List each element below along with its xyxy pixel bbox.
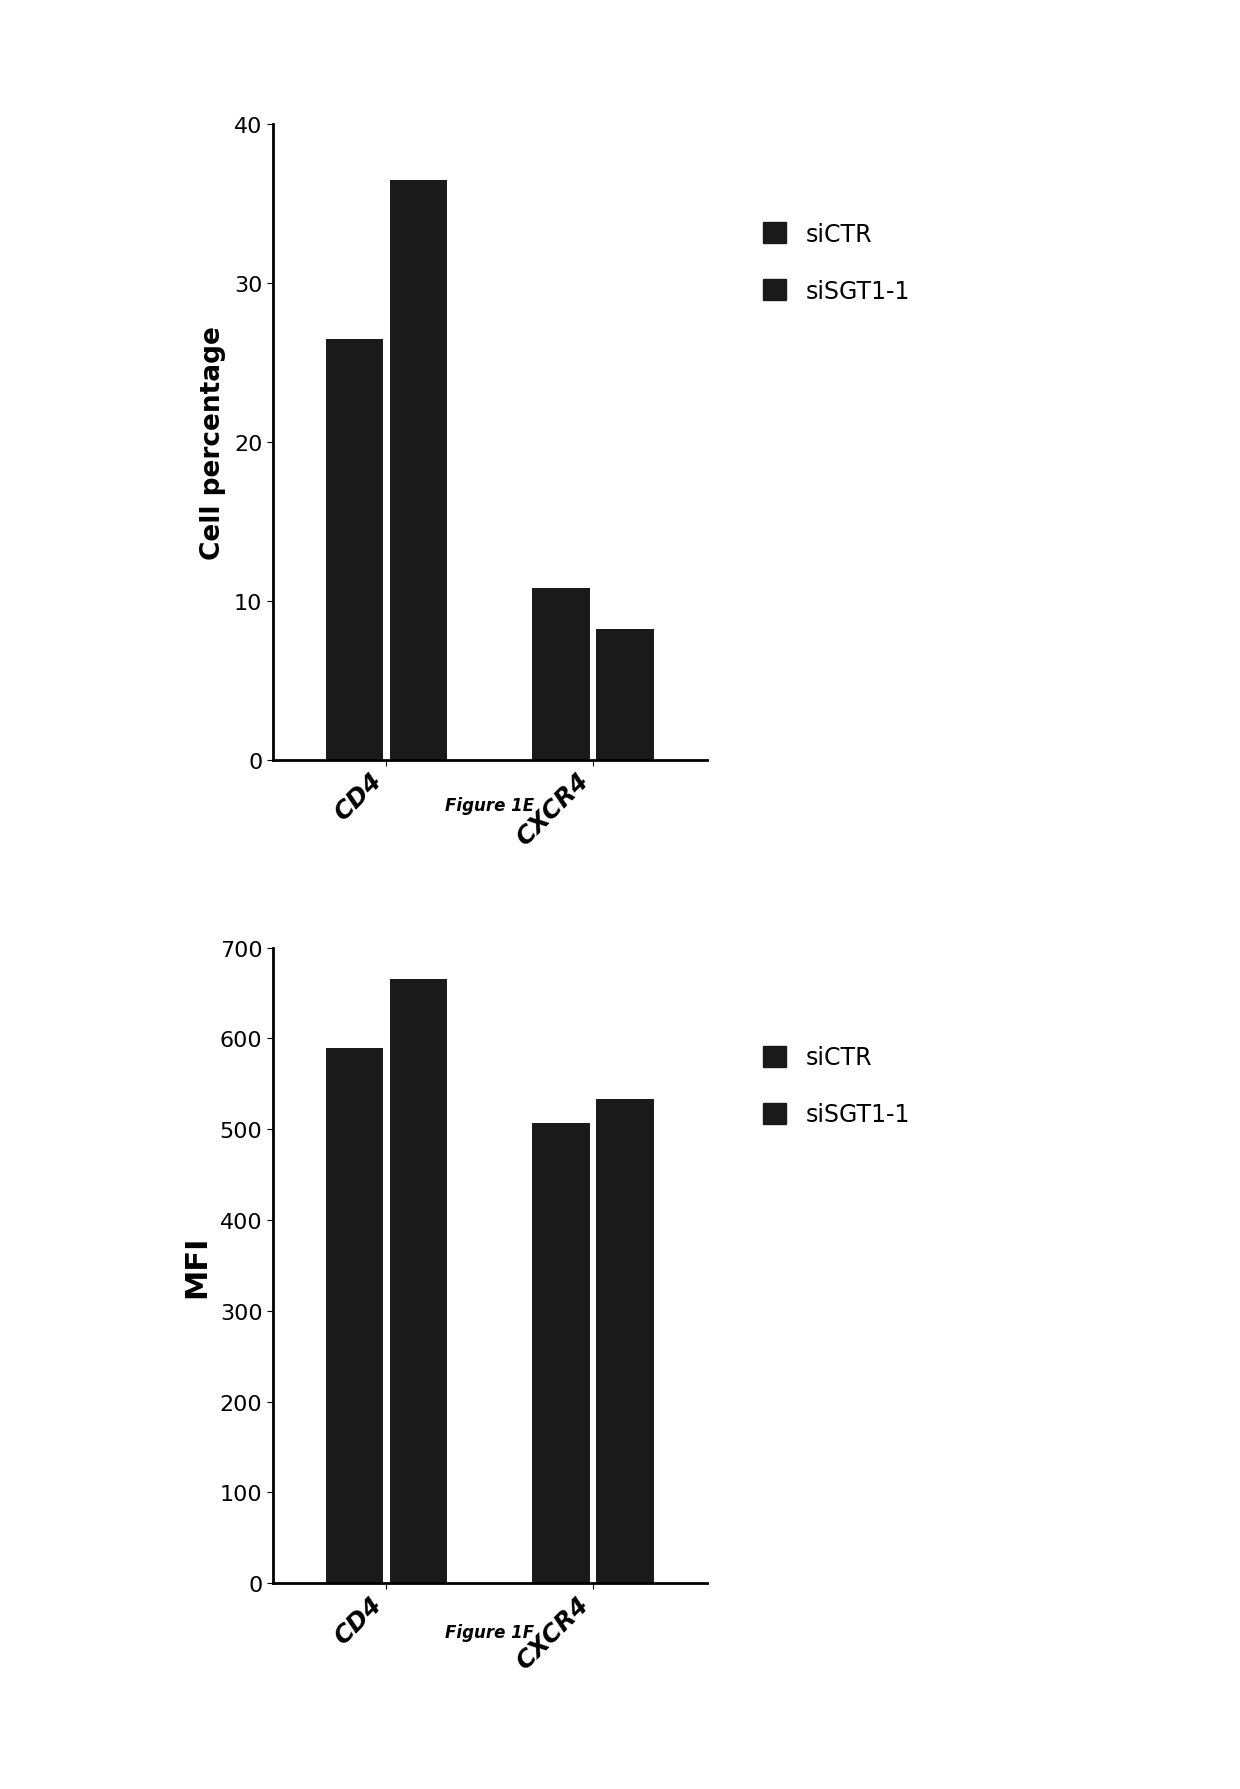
Text: Figure 1E: Figure 1E	[445, 796, 534, 814]
Bar	[596, 1100, 655, 1583]
Bar	[532, 1123, 590, 1583]
Legend: siCTR, siSGT1-1: siCTR, siSGT1-1	[754, 1036, 919, 1136]
Bar	[389, 980, 448, 1583]
Legend: siCTR, siSGT1-1: siCTR, siSGT1-1	[754, 213, 919, 313]
Text: Figure 1F: Figure 1F	[445, 1623, 534, 1641]
Bar	[326, 1048, 383, 1583]
Bar	[596, 630, 655, 760]
Bar	[532, 589, 590, 760]
Bar	[389, 181, 448, 760]
Y-axis label: Cell percentage: Cell percentage	[200, 326, 226, 560]
Bar	[326, 340, 383, 760]
Y-axis label: MFI: MFI	[182, 1234, 211, 1297]
